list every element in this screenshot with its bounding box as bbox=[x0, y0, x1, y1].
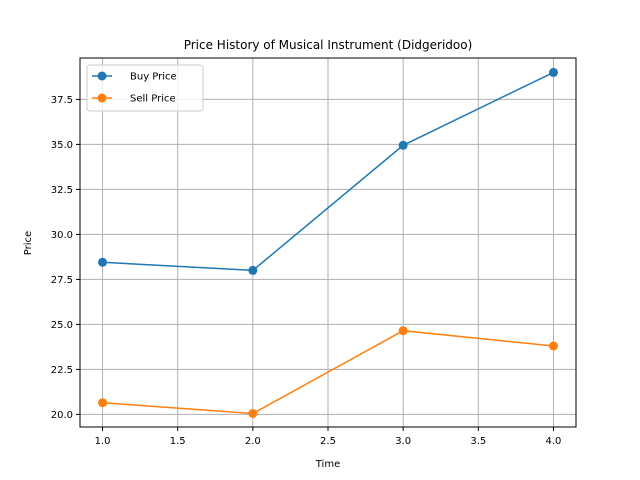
buy-price-point bbox=[398, 140, 408, 150]
legend: Buy Price Sell Price bbox=[86, 64, 204, 112]
legend-sell-price-marker bbox=[97, 93, 107, 103]
y-tick-label: 25.0 bbox=[51, 320, 73, 331]
series-layer bbox=[98, 67, 558, 418]
y-tick-label: 37.5 bbox=[51, 95, 73, 106]
x-tick-label: 1.0 bbox=[95, 436, 111, 447]
y-tick-label: 22.5 bbox=[51, 365, 73, 376]
buy-price-point bbox=[248, 265, 258, 275]
legend-buy-price-label: Buy Price bbox=[130, 72, 177, 83]
x-tick-label: 3.0 bbox=[395, 436, 411, 447]
sell-price-point bbox=[98, 398, 108, 408]
legend-sell-price-label: Sell Price bbox=[130, 94, 176, 105]
sell-price-point bbox=[548, 341, 558, 351]
x-tick-label: 4.0 bbox=[546, 436, 562, 447]
y-tick-label: 27.5 bbox=[51, 275, 73, 286]
y-tick-label: 35.0 bbox=[51, 140, 73, 151]
y-tick-label: 32.5 bbox=[51, 185, 73, 196]
y-tick-label: 30.0 bbox=[51, 230, 73, 241]
x-tick-label: 1.5 bbox=[170, 436, 186, 447]
sell-price-point bbox=[248, 409, 258, 418]
x-axis-label: Time bbox=[315, 459, 340, 470]
x-tick-label: 2.0 bbox=[245, 436, 261, 447]
buy-price-line bbox=[102, 71, 554, 272]
x-tick-label: 2.5 bbox=[320, 436, 336, 447]
y-tick-label: 20.0 bbox=[51, 410, 73, 421]
chart-title: Price History of Musical Instrument (Did… bbox=[184, 38, 473, 52]
legend-buy-price-marker bbox=[97, 71, 107, 81]
buy-price-point bbox=[548, 67, 558, 77]
y-axis-label: Price bbox=[23, 231, 34, 255]
y-axis: 20.0 22.5 25.0 27.5 30.0 32.5 35.0 37.5 bbox=[51, 95, 80, 421]
buy-price-point bbox=[98, 257, 108, 267]
grid bbox=[80, 58, 576, 427]
sell-price-point bbox=[398, 326, 408, 336]
x-tick-label: 3.5 bbox=[470, 436, 486, 447]
x-axis: 1.0 1.5 2.0 2.5 3.0 3.5 4.0 bbox=[95, 427, 562, 447]
legend-box bbox=[86, 64, 204, 112]
sell-price-line bbox=[102, 329, 554, 415]
